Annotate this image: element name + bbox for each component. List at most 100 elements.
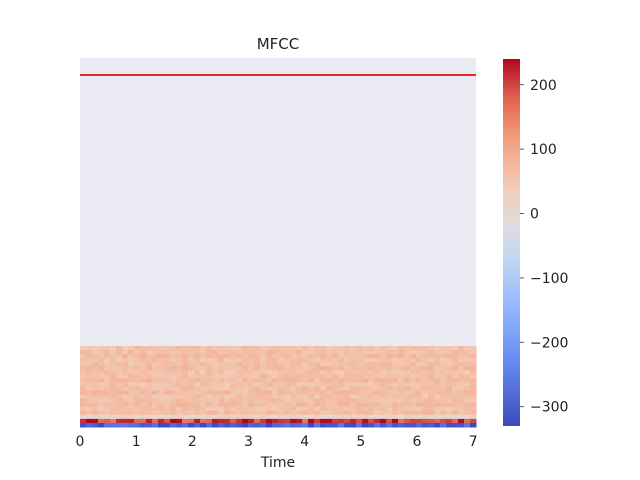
heatmap-cell [278, 358, 285, 363]
heatmap-cell [302, 350, 309, 355]
heatmap-cell [428, 410, 435, 416]
heatmap-cell [188, 346, 195, 351]
heatmap-cell [146, 386, 153, 392]
heatmap-cell [296, 362, 303, 367]
heatmap-cell [410, 382, 417, 387]
heatmap-cell [314, 382, 321, 387]
heatmap-cell [470, 414, 477, 420]
heatmap-cell [248, 390, 255, 396]
heatmap-cell [452, 370, 459, 375]
heatmap-cell [206, 374, 213, 379]
heatmap-cell [374, 422, 381, 428]
heatmap-cell [260, 394, 267, 400]
heatmap-cell [122, 398, 129, 404]
heatmap-cell [470, 402, 477, 408]
heatmap-cell [140, 346, 147, 351]
heatmap-cell [152, 362, 159, 367]
heatmap-cell [200, 422, 207, 428]
heatmap-cell [362, 350, 369, 355]
heatmap-cell [170, 414, 177, 420]
heatmap-cell [80, 362, 87, 367]
heatmap-cell [242, 350, 249, 355]
heatmap-cell [206, 382, 213, 387]
heatmap-cell [140, 386, 147, 392]
heatmap-cell [434, 414, 441, 420]
heatmap-cell [158, 358, 165, 363]
heatmap-cell [212, 398, 219, 404]
heatmap-cell [368, 366, 375, 371]
heatmap-cell [80, 354, 87, 359]
heatmap-cell [140, 362, 147, 367]
heatmap-cell [254, 422, 261, 428]
heatmap-cell [188, 394, 195, 400]
heatmap-cell [446, 386, 453, 392]
heatmap-cell [434, 346, 441, 351]
heatmap-cell [218, 362, 225, 367]
heatmap-cell [188, 410, 195, 416]
heatmap-cell [404, 350, 411, 355]
heatmap-cell [134, 350, 141, 355]
heatmap-cell [224, 418, 231, 424]
heatmap-cell [110, 394, 117, 400]
heatmap-cell [182, 414, 189, 420]
heatmap-cell [242, 402, 249, 408]
heatmap-cell [206, 378, 213, 383]
heatmap-cell [374, 414, 381, 420]
heatmap-cell [362, 414, 369, 420]
heatmap-cell [398, 382, 405, 387]
heatmap-cell [350, 382, 357, 387]
heatmap-cell [392, 358, 399, 363]
heatmap-cell [80, 386, 87, 392]
heatmap-cell [296, 406, 303, 412]
heatmap-cell [86, 378, 93, 383]
heatmap-cell [380, 402, 387, 408]
heatmap-cell [404, 354, 411, 359]
heatmap-cell [428, 414, 435, 420]
heatmap-cell [422, 406, 429, 412]
heatmap-cell [386, 394, 393, 400]
heatmap-cell [452, 378, 459, 383]
heatmap-cell [92, 358, 99, 363]
heatmap-cell [356, 378, 363, 383]
heatmap-cell [134, 422, 141, 428]
heatmap-cell [152, 406, 159, 412]
heatmap-cell [464, 350, 471, 355]
heatmap-cell [368, 350, 375, 355]
heatmap-cell [98, 418, 105, 424]
heatmap-cell [344, 410, 351, 416]
heatmap-cell [338, 346, 345, 351]
heatmap-cell [332, 422, 339, 428]
heatmap-cell [428, 354, 435, 359]
heatmap-cell [254, 398, 261, 404]
heatmap-cell [176, 386, 183, 392]
heatmap-cell [470, 410, 477, 416]
heatmap-cell [344, 394, 351, 400]
heatmap-cell [356, 362, 363, 367]
heatmap-cell [86, 418, 93, 424]
heatmap-cell [392, 354, 399, 359]
heatmap-cell [278, 398, 285, 404]
heatmap-cell [176, 346, 183, 351]
x-tick-label: 2 [188, 434, 197, 450]
heatmap-cell [116, 354, 123, 359]
heatmap-cell [182, 362, 189, 367]
heatmap-cell [80, 394, 87, 400]
heatmap-cell [308, 410, 315, 416]
heatmap-cell [362, 374, 369, 379]
heatmap-cell [410, 422, 417, 428]
heatmap-cell [446, 394, 453, 400]
heatmap-cell [122, 366, 129, 371]
heatmap-cell [464, 410, 471, 416]
heatmap-cell [350, 418, 357, 424]
heatmap-cell [470, 346, 477, 351]
heatmap-cell [314, 422, 321, 428]
heatmap-cell [260, 390, 267, 396]
heatmap-cell [188, 358, 195, 363]
heatmap-cell [236, 414, 243, 420]
heatmap-cell [266, 398, 273, 404]
heatmap-cell [422, 350, 429, 355]
heatmap-cell [320, 366, 327, 371]
heatmap-cell [380, 410, 387, 416]
heatmap-cell [398, 362, 405, 367]
heatmap-cell [308, 414, 315, 420]
